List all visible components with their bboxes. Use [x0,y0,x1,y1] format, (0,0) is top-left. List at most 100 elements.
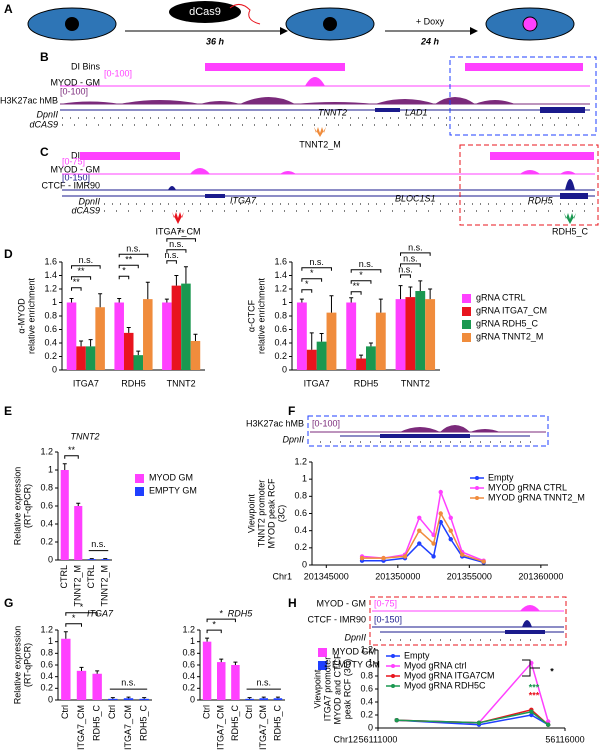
x-tick-label: Ctrl [60,705,70,719]
legend-label: MYOD gRNA TNNT2_M [488,492,585,502]
y-axis-label: TNNT2 promoter [256,480,266,548]
data-point [459,552,465,557]
bar [217,662,226,700]
guide-label: RDH5_C [552,226,589,236]
y-tick-label: 1.4 [274,270,287,280]
y-tick-label: 0.8 [360,670,373,680]
x-tick-label: 201350000 [375,571,420,581]
gene-label: LAD1 [405,107,428,117]
y-axis-label: Relative expression [12,626,22,705]
guide-label: ITGA7_CM [155,226,200,236]
treatment-label: + Doxy [416,16,445,26]
significance-bracket [118,264,139,269]
genome-tracks: DI Bins MYOD - GM [0-100] [0-100] H3K27a… [0,56,597,149]
x-tick-label: ITGA7 [304,378,330,388]
y-tick-label: 0.6 [182,659,195,669]
y-tick-label: 1 [302,474,307,484]
bar [346,302,357,370]
y-tick-label: 0.8 [182,648,195,658]
significance-bracket [166,260,177,264]
y-axis-label: MYOD peak RCF [266,478,276,549]
significance-label: n.s. [164,250,179,260]
bar [76,670,87,700]
track-range: [0-100] [104,68,132,78]
bar [114,302,124,370]
legend-marker [475,496,479,500]
data-point [476,720,482,725]
y-tick-label: 0.4 [360,696,373,706]
error-bar [95,670,100,674]
gene-label: ITGA7 [230,195,257,205]
significance-bracket [350,269,382,273]
legend-swatch [462,333,471,342]
y-axis-label: ITGA7 promoter [322,657,332,722]
chart-title: RDH5 [228,608,253,618]
y-tick-label: 0 [190,694,195,704]
y-tick-label: 0.4 [44,337,57,347]
error-bar [309,332,314,350]
genome-tracks: H3K27ac hMB [0-100] DpnII [246,415,549,447]
panel-label: G [4,596,13,610]
significance-label: n.s. [359,259,374,269]
significance-label: n.s. [256,677,271,687]
panel-label: D [4,247,13,261]
error-bar [233,661,238,665]
error-bar [126,326,131,333]
data-point [417,528,422,533]
significance-label: n.s. [408,242,423,252]
error-bar [368,342,373,347]
y-tick-label: 0.4 [40,518,53,528]
bar [139,698,149,700]
y-tick-label: 0.6 [40,659,53,669]
legend-swatch [135,487,144,496]
y-axis-label: Relative expression [12,467,22,546]
significance-label: * [550,666,554,676]
genome-tracks: MYOD - GM [0-75] CTCF - IMR90 [0-150] Dp… [308,596,567,646]
genome-tracks: DI Bins MYOD - GM [0-75] CTCF - IMR90 [0… [42,144,599,236]
data-point [545,719,551,724]
guide-label: TNNT2_M [299,139,341,149]
x-tick-label: Ctrl [244,705,254,719]
data-point [417,515,422,520]
error-bar [275,696,280,699]
panel-label: F [288,404,295,418]
data-point [545,722,551,727]
x-tick-label: ITGA7_CM [76,705,86,750]
significance-label: *** [529,682,540,692]
panel-label: E [4,404,12,418]
y-tick-label: 0.6 [40,500,53,510]
error-bar [98,293,103,308]
bar [171,285,182,370]
x-tick-label: 201360000 [518,571,563,581]
significance-label: n.s. [309,257,324,267]
x-tick-label: TNNT2_M [100,565,110,607]
y-tick-label: 1 [282,297,287,307]
legend-marker [475,486,479,490]
y-tick-label: 0.8 [44,310,57,320]
track-label: MYOD - GM [51,164,101,174]
bar [101,559,110,560]
y-tick-label: 0 [282,364,287,374]
significance-bracket [350,291,362,295]
track-label: DpnII [78,196,100,206]
significance-label: ** [353,281,361,291]
error-bar [79,666,84,671]
track-range: [0-100] [312,418,340,428]
error-bar [88,339,93,347]
legend-label: EMPTY GM [332,659,380,669]
significance-label: n.s. [79,255,94,265]
panel-label: C [40,145,49,159]
significance-label: * [122,266,126,276]
error-bar [142,697,147,699]
bar [76,346,86,370]
bar [356,358,366,370]
y-tick-label: 0.2 [182,683,195,693]
significance-label: * [305,279,309,289]
data-point [394,718,399,723]
bar [162,302,172,370]
bar [87,559,96,560]
significance-bracket [301,267,332,271]
significance-label: n.s. [121,677,136,687]
significance-bracket [64,455,79,459]
panel-label: H [288,596,297,610]
